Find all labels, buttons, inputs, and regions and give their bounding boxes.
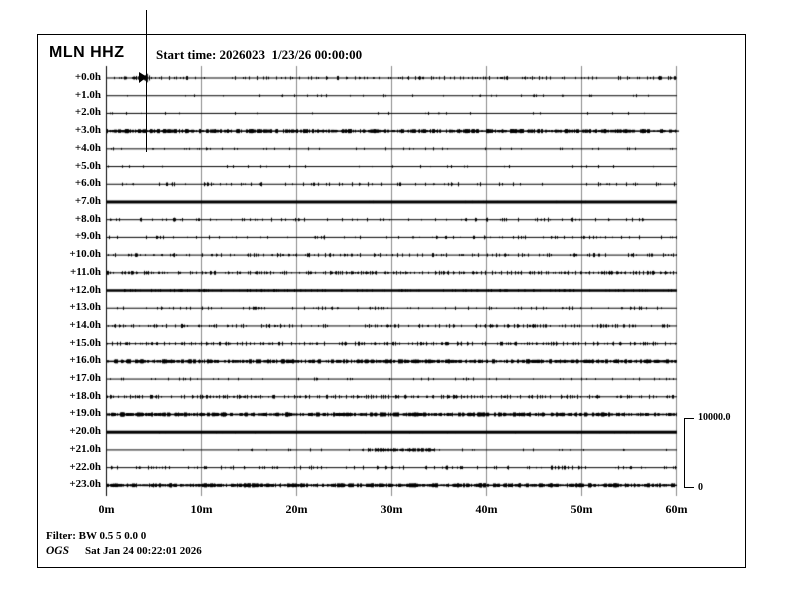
- hour-label: +13.0h: [69, 301, 101, 314]
- hour-label: +15.0h: [69, 336, 101, 349]
- minute-tick-label: 40m: [475, 502, 498, 516]
- hour-label: +7.0h: [74, 194, 101, 207]
- station-title: MLN HHZ: [49, 44, 125, 61]
- hour-label: +20.0h: [69, 425, 101, 438]
- hour-label: +10.0h: [69, 248, 101, 261]
- hour-label: +8.0h: [74, 212, 101, 225]
- hour-label: +19.0h: [69, 407, 101, 420]
- hour-label: +2.0h: [74, 106, 101, 119]
- plot-frame: [37, 34, 746, 568]
- minute-tick-label: 10m: [190, 502, 213, 516]
- filter-info: Filter: BW 0.5 5 0.0 0: [46, 530, 147, 542]
- hour-label: +5.0h: [74, 159, 101, 172]
- hour-label: +17.0h: [69, 372, 101, 385]
- agency-label: OGS: [46, 545, 70, 557]
- scale-max-label: 10000.0: [698, 412, 731, 423]
- hour-label: +4.0h: [74, 141, 101, 154]
- hour-label: +9.0h: [74, 230, 101, 243]
- hour-label: +3.0h: [74, 124, 101, 137]
- hour-label: +6.0h: [74, 177, 101, 190]
- hour-label: +14.0h: [69, 318, 101, 331]
- hour-label: +21.0h: [69, 442, 101, 455]
- minute-tick-label: 0m: [98, 502, 115, 516]
- minute-tick-label: 50m: [570, 502, 593, 516]
- minute-tick-label: 20m: [285, 502, 308, 516]
- footer-credit-line: OGS Sat Jan 24 00:22:01 2026: [46, 545, 202, 557]
- hour-label: +18.0h: [69, 389, 101, 402]
- amplitude-scale-bracket: [684, 418, 694, 488]
- hour-label: +1.0h: [74, 88, 101, 101]
- render-timestamp: Sat Jan 24 00:22:01 2026: [85, 545, 202, 557]
- minute-tick-label: 60m: [665, 502, 688, 516]
- start-time-label: Start time: 2026023 1/23/26 00:00:00: [156, 47, 363, 62]
- hour-label: +16.0h: [69, 354, 101, 367]
- hour-label: +23.0h: [69, 478, 101, 491]
- hour-label: +12.0h: [69, 283, 101, 296]
- scale-min-label: 0: [698, 482, 703, 493]
- hour-label: +22.0h: [69, 460, 101, 473]
- time-cursor-marker-icon[interactable]: [139, 72, 147, 83]
- minute-tick-label: 30m: [380, 502, 403, 516]
- hour-label: +11.0h: [69, 265, 101, 278]
- hour-label: +0.0h: [74, 71, 101, 83]
